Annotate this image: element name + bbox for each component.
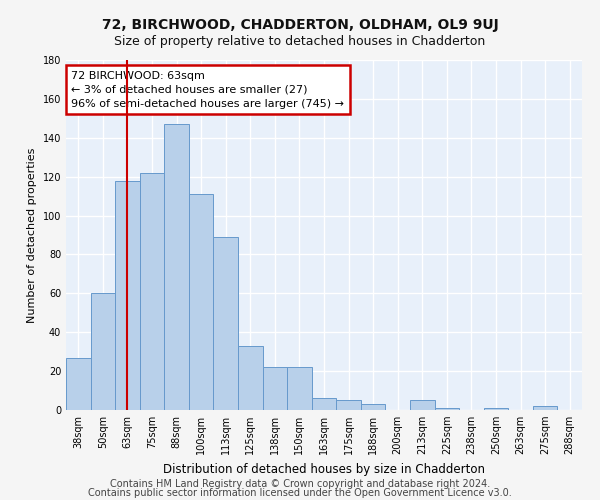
Bar [140, 173, 164, 410]
Bar [238, 346, 263, 410]
Text: 72 BIRCHWOOD: 63sqm
← 3% of detached houses are smaller (27)
96% of semi-detache: 72 BIRCHWOOD: 63sqm ← 3% of detached hou… [71, 70, 344, 108]
Bar [189, 194, 214, 410]
Bar [533, 406, 557, 410]
Text: 72, BIRCHWOOD, CHADDERTON, OLDHAM, OL9 9UJ: 72, BIRCHWOOD, CHADDERTON, OLDHAM, OL9 9… [101, 18, 499, 32]
Text: Contains HM Land Registry data © Crown copyright and database right 2024.: Contains HM Land Registry data © Crown c… [110, 479, 490, 489]
Bar [312, 398, 336, 410]
Bar [287, 367, 312, 410]
Bar [214, 237, 238, 410]
Bar [410, 400, 434, 410]
Bar [91, 294, 115, 410]
Bar [484, 408, 508, 410]
X-axis label: Distribution of detached houses by size in Chadderton: Distribution of detached houses by size … [163, 462, 485, 475]
Bar [434, 408, 459, 410]
Y-axis label: Number of detached properties: Number of detached properties [27, 148, 37, 322]
Bar [115, 180, 140, 410]
Bar [361, 404, 385, 410]
Bar [66, 358, 91, 410]
Text: Size of property relative to detached houses in Chadderton: Size of property relative to detached ho… [115, 35, 485, 48]
Bar [336, 400, 361, 410]
Bar [263, 367, 287, 410]
Bar [164, 124, 189, 410]
Text: Contains public sector information licensed under the Open Government Licence v3: Contains public sector information licen… [88, 488, 512, 498]
